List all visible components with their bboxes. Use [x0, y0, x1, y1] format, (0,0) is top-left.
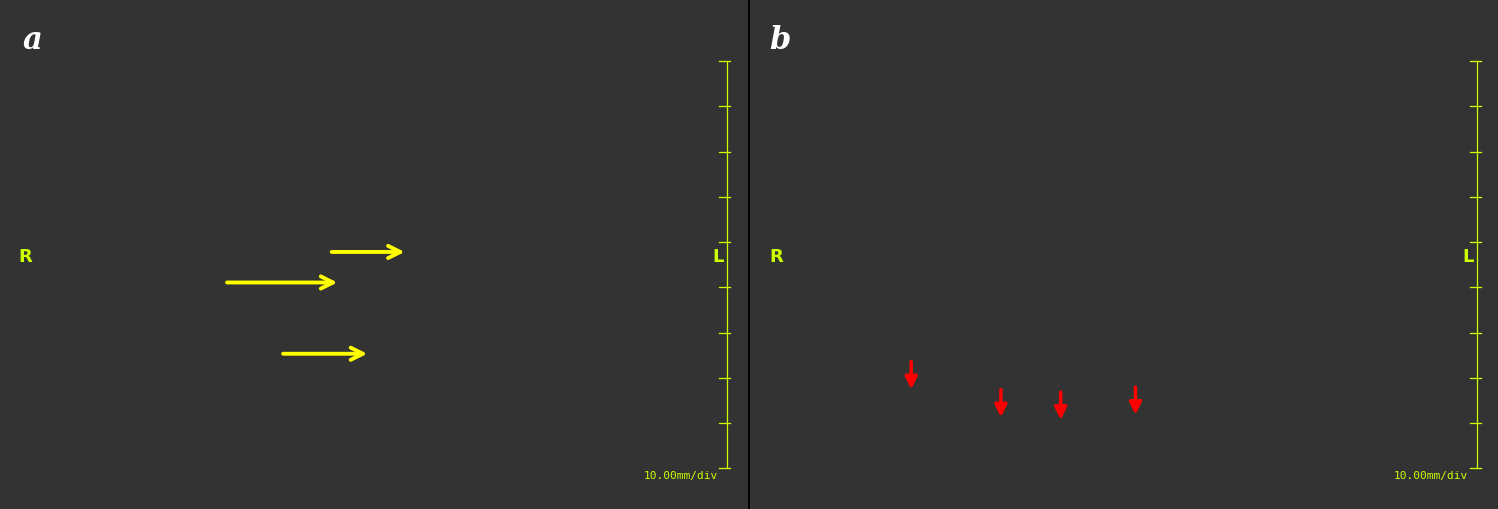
Text: b: b [768, 25, 791, 56]
Text: R: R [768, 248, 783, 266]
Text: R: R [18, 248, 33, 266]
Text: 10.00mm/div: 10.00mm/div [1393, 471, 1468, 481]
Text: L: L [712, 248, 724, 266]
Text: 10.00mm/div: 10.00mm/div [643, 471, 718, 481]
Text: a: a [22, 25, 42, 56]
Text: L: L [1462, 248, 1474, 266]
